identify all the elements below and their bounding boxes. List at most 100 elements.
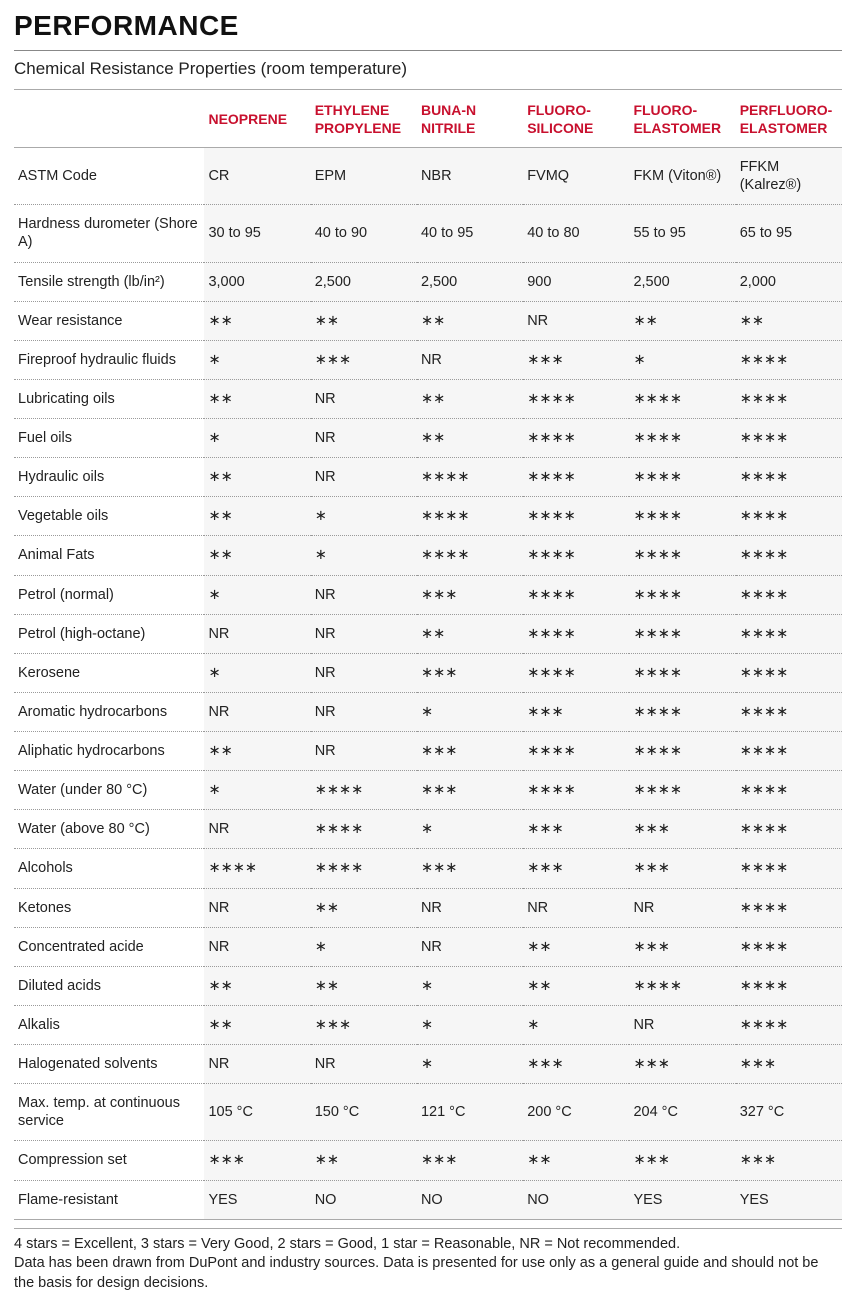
data-cell: ∗∗∗∗: [523, 419, 629, 458]
star-rating: ∗∗∗∗: [740, 743, 789, 759]
star-rating: ∗∗∗∗: [740, 430, 789, 446]
data-cell: 200 °C: [523, 1084, 629, 1141]
star-rating: ∗∗∗∗: [740, 782, 789, 798]
row-label: Petrol (normal): [14, 575, 204, 614]
star-rating: ∗∗: [208, 743, 232, 759]
data-cell: NR: [204, 1045, 310, 1084]
star-rating: ∗∗∗∗: [527, 626, 576, 642]
star-rating: ∗∗∗: [421, 587, 457, 603]
data-cell: ∗∗∗∗: [736, 810, 842, 849]
data-cell: ∗∗∗∗: [736, 536, 842, 575]
data-cell: ∗∗∗∗: [629, 653, 735, 692]
star-rating: ∗∗∗∗: [633, 547, 682, 563]
data-cell: NR: [417, 927, 523, 966]
data-cell: ∗: [523, 1005, 629, 1044]
data-cell: ∗∗∗∗: [311, 810, 417, 849]
star-rating: ∗∗∗: [527, 860, 563, 876]
data-cell: 900: [523, 262, 629, 301]
data-cell: 40 to 95: [417, 205, 523, 262]
star-rating: ∗∗: [527, 978, 551, 994]
table-row: Wear resistance∗∗∗∗∗∗NR∗∗∗∗: [14, 301, 842, 340]
data-cell: ∗∗∗: [736, 1141, 842, 1180]
table-row: Halogenated solventsNRNR∗∗∗∗∗∗∗∗∗∗: [14, 1045, 842, 1084]
star-rating: ∗∗∗: [421, 665, 457, 681]
table-row: Petrol (high-octane)NRNR∗∗∗∗∗∗∗∗∗∗∗∗∗∗: [14, 614, 842, 653]
star-rating: ∗∗∗: [527, 821, 563, 837]
data-cell: CR: [204, 148, 310, 205]
data-cell: ∗∗: [417, 301, 523, 340]
data-cell: ∗∗: [523, 1141, 629, 1180]
star-rating: ∗: [633, 352, 645, 368]
star-rating: ∗∗: [527, 1152, 551, 1168]
row-label: Max. temp. at continuous service: [14, 1084, 204, 1141]
row-label: Kerosene: [14, 653, 204, 692]
star-rating: ∗: [208, 782, 220, 798]
data-cell: 2,000: [736, 262, 842, 301]
table-row: Aromatic hydrocarbonsNRNR∗∗∗∗∗∗∗∗∗∗∗∗: [14, 692, 842, 731]
data-cell: ∗∗: [523, 966, 629, 1005]
data-cell: 3,000: [204, 262, 310, 301]
star-rating: ∗∗∗∗: [633, 587, 682, 603]
star-rating: ∗: [421, 821, 433, 837]
star-rating: ∗∗∗: [421, 860, 457, 876]
table-row: Max. temp. at continuous service105 °C15…: [14, 1084, 842, 1141]
page-title: PERFORMANCE: [14, 10, 842, 42]
data-cell: FFKM (Kalrez®): [736, 148, 842, 205]
star-rating: ∗∗∗∗: [740, 939, 789, 955]
star-rating: ∗∗: [208, 313, 232, 329]
data-cell: NO: [523, 1180, 629, 1219]
row-label: Tensile strength (lb/in²): [14, 262, 204, 301]
star-rating: ∗∗∗∗: [740, 626, 789, 642]
table-row: Water (above 80 °C)NR∗∗∗∗∗∗∗∗∗∗∗∗∗∗∗: [14, 810, 842, 849]
data-cell: ∗∗∗: [417, 732, 523, 771]
star-rating: ∗∗: [208, 547, 232, 563]
row-label: Compression set: [14, 1141, 204, 1180]
data-cell: ∗: [417, 1005, 523, 1044]
star-rating: ∗∗∗∗: [633, 782, 682, 798]
data-cell: ∗∗: [736, 301, 842, 340]
data-cell: ∗: [311, 497, 417, 536]
data-cell: ∗∗∗∗: [523, 536, 629, 575]
star-rating: ∗∗∗: [421, 743, 457, 759]
data-cell: ∗∗∗∗: [736, 340, 842, 379]
data-cell: ∗∗∗∗: [629, 379, 735, 418]
star-rating: ∗∗∗: [527, 704, 563, 720]
row-label: Wear resistance: [14, 301, 204, 340]
table-row: Compression set∗∗∗∗∗∗∗∗∗∗∗∗∗∗∗∗: [14, 1141, 842, 1180]
star-rating: ∗∗∗∗: [315, 860, 364, 876]
data-cell: ∗∗∗∗: [736, 653, 842, 692]
star-rating: ∗∗∗∗: [633, 743, 682, 759]
star-rating: ∗∗∗∗: [740, 860, 789, 876]
data-cell: ∗∗∗∗: [736, 575, 842, 614]
star-rating: ∗∗∗∗: [633, 704, 682, 720]
star-rating: ∗∗: [208, 508, 232, 524]
star-rating: ∗: [421, 704, 433, 720]
star-rating: ∗∗∗∗: [740, 469, 789, 485]
star-rating: ∗∗∗∗: [421, 547, 470, 563]
data-cell: ∗∗∗∗: [523, 614, 629, 653]
data-cell: ∗∗∗∗: [523, 653, 629, 692]
data-cell: ∗∗∗: [523, 1045, 629, 1084]
data-cell: ∗∗∗∗: [311, 849, 417, 888]
data-cell: 204 °C: [629, 1084, 735, 1141]
star-rating: ∗∗∗: [527, 1056, 563, 1072]
header-row: NEOPRENE ETHYLENE PROPYLENE BUNA-N NITRI…: [14, 90, 842, 148]
star-rating: ∗∗∗: [633, 939, 669, 955]
data-cell: ∗: [311, 536, 417, 575]
data-cell: ∗∗: [311, 888, 417, 927]
star-rating: ∗∗: [208, 978, 232, 994]
data-cell: ∗: [417, 1045, 523, 1084]
star-rating: ∗∗∗∗: [633, 508, 682, 524]
data-cell: ∗∗∗∗: [417, 536, 523, 575]
table-row: ASTM CodeCREPMNBRFVMQFKM (Viton®)FFKM (K…: [14, 148, 842, 205]
data-cell: ∗∗: [204, 497, 310, 536]
footnote: 4 stars = Excellent, 3 stars = Very Good…: [14, 1228, 842, 1294]
data-cell: ∗∗∗: [417, 849, 523, 888]
data-cell: ∗∗∗∗: [629, 966, 735, 1005]
col-header: FLUORO-SILICONE: [523, 90, 629, 148]
star-rating: ∗∗∗∗: [527, 743, 576, 759]
data-cell: ∗∗: [204, 458, 310, 497]
data-cell: ∗∗∗∗: [629, 732, 735, 771]
data-cell: 65 to 95: [736, 205, 842, 262]
table-row: Animal Fats∗∗∗∗∗∗∗∗∗∗∗∗∗∗∗∗∗∗∗: [14, 536, 842, 575]
